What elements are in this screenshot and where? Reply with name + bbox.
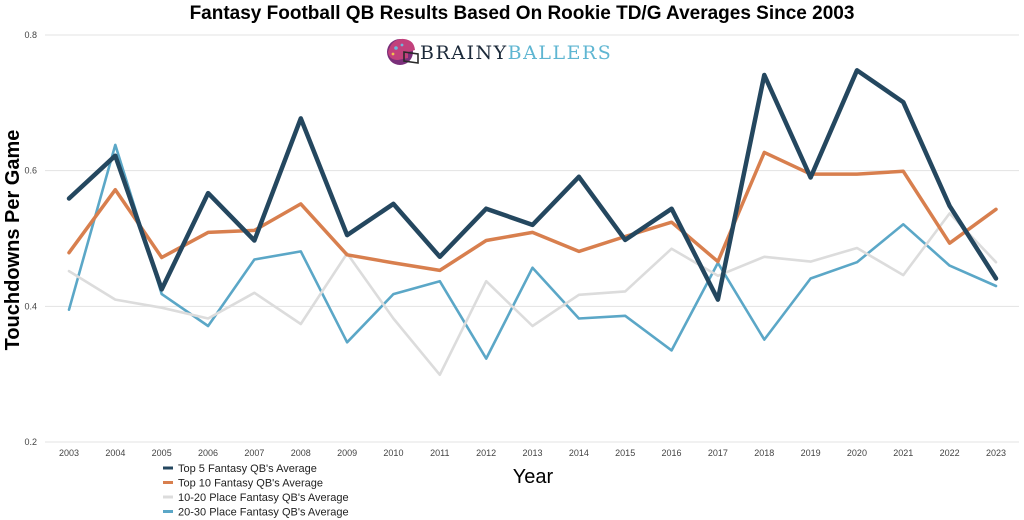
x-tick-label: 2022 [940,448,960,458]
x-tick-label: 2004 [105,448,125,458]
legend-entry: 20-30 Place Fantasy QB's Average [178,507,349,519]
legend-entry: Top 10 Fantasy QB's Average [178,478,323,490]
x-tick-label: 2011 [430,448,449,458]
x-axis-label: Year [513,466,554,488]
series-line-3 [67,150,998,273]
y-tick-label: 0.4 [24,301,37,311]
logo-text-ballers: BALLERS [508,42,613,64]
x-tick-label: 2005 [152,448,172,458]
x-tick-label: 2017 [708,448,728,458]
chart-legend: Top 5 Fantasy QB's Average Top 10 Fantasy… [163,463,349,519]
legend-entry: Top 5 Fantasy QB's Average [178,463,317,475]
x-tick-label: 2021 [893,448,913,458]
chart-title: Fantasy Football QB Results Based On Roo… [190,3,855,24]
x-tick-label: 2006 [198,448,218,458]
x-tick-label: 2012 [476,448,496,458]
series-line-2 [67,212,998,377]
x-tick-label: 2010 [383,448,403,458]
grid-lines [45,34,1019,443]
x-axis-ticks: 2003 2004 2005 2006 2007 2008 2009 2010 2011 2012… [59,448,1006,458]
x-tick-label: 2019 [801,448,821,458]
legend-entry: 10-20 Place Fantasy QB's Average [178,492,349,504]
x-tick-label: 2007 [244,448,264,458]
logo-text-brainy: BRAINY [420,42,508,64]
y-tick-label: 0.6 [24,166,37,176]
series-lines [66,68,999,377]
svg-text:BRAINYBALLERS: BRAINYBALLERS [420,42,612,64]
x-tick-label: 2009 [337,448,357,458]
brand-logo: BRAINYBALLERS [387,38,612,65]
x-tick-label: 2016 [662,448,682,458]
x-tick-label: 2014 [569,448,589,458]
y-tick-label: 0.2 [24,437,37,447]
series-line-1 [67,143,998,360]
series-line-4 [66,68,999,302]
x-tick-label: 2013 [522,448,542,458]
x-tick-label: 2020 [847,448,867,458]
x-tick-label: 2023 [986,448,1006,458]
y-tick-label: 0.8 [24,30,37,40]
y-axis-ticks: 0.2 0.4 0.6 0.8 [24,30,37,447]
helmet-icon [387,38,419,65]
x-tick-label: 2015 [615,448,635,458]
x-tick-label: 2003 [59,448,79,458]
x-tick-label: 2018 [754,448,774,458]
y-axis-label: Touchdowns Per Game [2,130,24,351]
x-tick-label: 2008 [291,448,311,458]
